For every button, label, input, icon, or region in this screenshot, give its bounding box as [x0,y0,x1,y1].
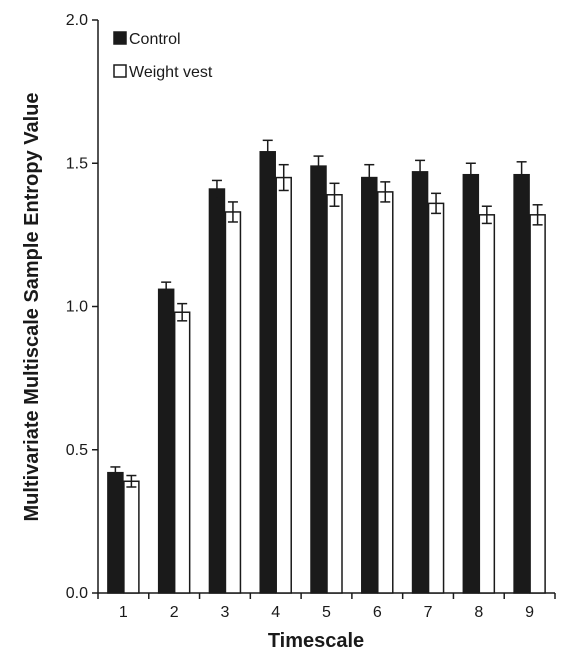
error-bar-control-4 [262,139,273,164]
bar-control-7 [411,171,429,594]
error-bar-control-8 [465,162,476,187]
bar-weight-vest-9 [529,214,546,594]
error-bar-control-5 [313,155,324,177]
x-tick-label: 2 [170,604,179,621]
error-bar-weight-vest-7 [431,192,442,215]
error-bar-weight-vest-8 [481,205,492,225]
bar-control-1 [107,471,124,594]
y-ticks: 0.0 0.5 1.0 1.5 2.0 [66,12,98,602]
x-tick-label: 7 [424,604,433,621]
x-axis-title: Timescale [268,630,364,652]
error-bar-weight-vest-1 [126,474,137,488]
error-bar-control-2 [161,281,172,297]
y-axis-title: Multivariate Multiscale Sample Entropy V… [21,92,43,521]
legend-item-control: Control [113,31,181,48]
x-tick-label: 5 [322,604,331,621]
bar-control-3 [208,188,226,594]
bar-weight-vest-1 [123,480,140,594]
error-bar-weight-vest-9 [532,204,543,226]
bar-weight-vest-2 [173,311,191,594]
bar-weight-vest-3 [224,211,242,594]
error-bar-weight-vest-3 [227,201,238,223]
bar-weight-vest-4 [275,176,292,594]
legend-item-weight-vest: Weight vest [113,64,213,81]
error-bars [110,139,543,488]
error-bar-weight-vest-4 [278,163,289,192]
bar-control-6 [361,176,378,594]
error-bar-control-7 [415,159,426,184]
legend: Control Weight vest [113,31,213,81]
x-tick-label: 9 [525,604,534,621]
error-bar-weight-vest-6 [380,181,391,203]
y-axis: 0.0 0.5 1.0 1.5 2.0 [66,12,99,602]
bar-weight-vest-6 [377,191,394,594]
x-tick-label: 1 [119,604,128,621]
error-bar-weight-vest-2 [177,302,188,322]
bar-control-5 [310,165,327,594]
bar-control-9 [513,173,530,594]
bar-control-8 [462,173,480,594]
legend-swatch-weight-vest [113,64,127,78]
bar-control-4 [259,151,276,594]
bar-weight-vest-7 [427,202,445,594]
y-tick-label: 0.0 [66,585,88,602]
y-tick-label: 0.5 [66,442,88,459]
error-bar-control-6 [364,163,375,191]
x-tick-label: 4 [271,604,280,621]
legend-label-weight-vest: Weight vest [129,64,213,81]
x-tick-label: 6 [373,604,382,621]
x-ticks: 1 2 3 4 5 6 7 8 9 [97,593,556,621]
x-tick-label: 3 [220,604,229,621]
error-bar-control-9 [516,161,527,188]
error-bar-control-3 [211,179,222,198]
bar-weight-vest-5 [326,194,343,594]
y-tick-label: 1.5 [66,155,88,172]
error-bar-control-1 [110,466,121,479]
bar-control-2 [157,288,175,594]
bars [107,151,546,594]
legend-label-control: Control [129,31,181,48]
error-bar-weight-vest-5 [329,182,340,207]
y-tick-label: 1.0 [66,299,88,316]
legend-swatch-control [113,31,127,45]
y-tick-label: 2.0 [66,12,88,29]
x-tick-label: 8 [474,604,483,621]
bar-weight-vest-8 [478,214,496,594]
x-axis: 1 2 3 4 5 6 7 8 9 [97,592,556,621]
